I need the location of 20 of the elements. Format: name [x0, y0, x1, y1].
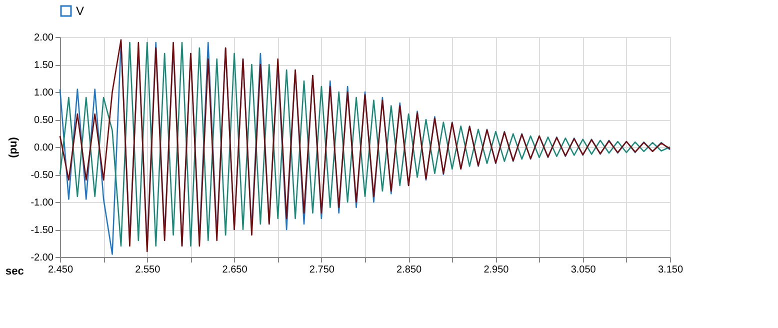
x-axis-title: sec	[6, 266, 24, 278]
y-tick-label: -0.50	[30, 170, 54, 181]
y-axis-title: (pu)	[8, 136, 20, 158]
x-tick-label: 2.650	[222, 264, 248, 276]
y-tick-label: 2.00	[34, 32, 54, 44]
x-tick-label: 2.850	[396, 264, 422, 276]
y-tick-label: 0.50	[34, 115, 54, 126]
y-tick-label: 1.00	[34, 88, 54, 98]
y-tick-label: -1.00	[30, 198, 54, 208]
y-tick-label: -2.00	[30, 252, 54, 264]
x-tick-label: 2.750	[309, 264, 335, 276]
x-tick-label: 2.450	[48, 264, 74, 276]
y-tick-label: -1.50	[30, 225, 54, 236]
x-tick-label: 2.950	[484, 264, 510, 276]
x-tick-label: 3.050	[570, 264, 596, 276]
x-tick-label: 2.550	[135, 264, 161, 276]
y-tick-label: 1.50	[34, 60, 54, 71]
legend-label: V	[76, 4, 84, 18]
x-tick-label: 3.150	[658, 264, 684, 276]
y-tick-label: 0.00	[34, 142, 54, 154]
